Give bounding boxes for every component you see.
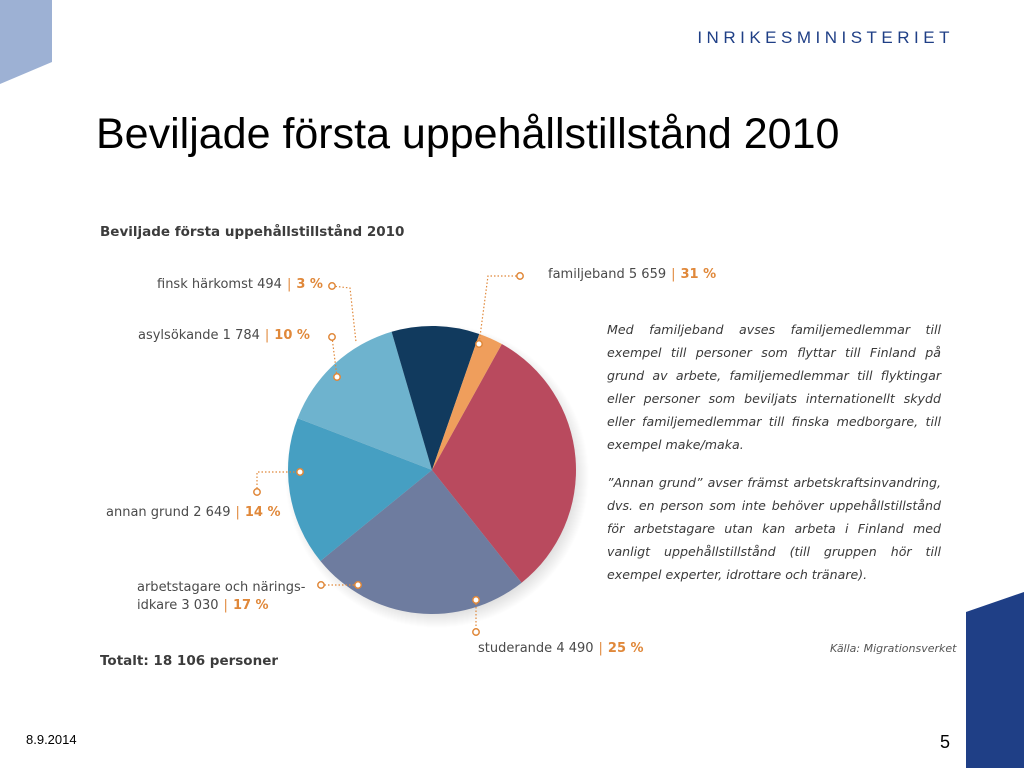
pie-slice-studerande (320, 470, 522, 615)
label-annan-grund: annan grund 2 649 | 14 % (106, 505, 281, 520)
source-note: Källa: Migrationsverket (830, 642, 957, 655)
ministry-logo-text: INRIKESMINISTERIET (697, 28, 954, 47)
label-arbetstagare-percent: 17 % (232, 598, 269, 613)
label-familjeband: familjeband 5 659 | 31 % (548, 267, 717, 282)
label-asylsokande-name: asylsökande (138, 328, 219, 343)
pie-slice-asylsokande (391, 325, 480, 470)
leader-marker-studerande (472, 596, 480, 604)
label-familjeband-percent: 31 % (680, 267, 717, 282)
label-studerande-value: 4 490 (556, 641, 594, 656)
leader-marker-arbetstagare (317, 581, 325, 589)
leader-marker-asylsokande (333, 373, 341, 381)
chart-title: Beviljade första uppehållstillstånd 2010 (100, 224, 405, 240)
corner-decoration (0, 0, 52, 84)
label-familjeband-name: familjeband (548, 267, 625, 282)
label-asylsokande-value: 1 784 (222, 328, 260, 343)
label-arbetstagare-name: idkare (137, 598, 178, 613)
pie-slice-familjeband (432, 344, 577, 583)
chart-notes: Med familjeband avses familjemedlemmar t… (607, 318, 941, 601)
label-arbetstagare-value: 3 030 (181, 598, 219, 613)
page-number: 5 (940, 732, 951, 752)
label-finsk-harkomst-value: 494 (257, 277, 282, 292)
label-studerande: studerande 4 490 | 25 % (478, 641, 644, 656)
leader-marker-familjeband (475, 340, 483, 348)
label-annan-grund-value: 2 649 (193, 505, 231, 520)
leader-marker-finsk-harkomst (328, 282, 336, 290)
label-finsk-harkomst: finsk härkomst 494 | 3 % (157, 277, 323, 292)
leader-marker-studerande (472, 628, 480, 636)
label-asylsokande: asylsökande 1 784 | 10 % (138, 328, 310, 343)
label-arbetstagare-line1: arbetstagare och närings- (137, 580, 306, 595)
pie-slice-annan-grund (297, 331, 432, 470)
leader-marker-annan-grund (296, 468, 304, 476)
pie-slice-arbetstagare (288, 418, 432, 562)
leader-marker-familjeband (516, 272, 524, 280)
label-finsk-harkomst-percent: 3 % (296, 277, 323, 292)
label-asylsokande-percent: 10 % (274, 328, 310, 343)
corner-decoration-bottom (966, 592, 1024, 768)
leader-marker-arbetstagare (354, 581, 362, 589)
label-studerande-name: studerande (478, 641, 553, 656)
page-title: Beviljade första uppehållstillstånd 2010 (96, 110, 840, 158)
leader-line-familjeband (478, 275, 520, 345)
label-arbetstagare: arbetstagare och närings- idkare 3 030 | 1… (137, 580, 306, 613)
pie-slice-finsk-harkomst (432, 333, 502, 470)
leader-line-finsk-harkomst (331, 285, 357, 343)
note-annan-grund: ”Annan grund” avser främst arbetskraftsi… (607, 475, 941, 582)
label-finsk-harkomst-name: finsk härkomst (157, 277, 253, 292)
label-annan-grund-percent: 14 % (244, 505, 281, 520)
note-familjeband: Med familjeband avses familjemedlemmar t… (607, 322, 941, 452)
label-studerande-percent: 25 % (607, 641, 644, 656)
total-label: Totalt: 18 106 personer (100, 653, 279, 669)
leader-marker-annan-grund (253, 488, 261, 496)
label-annan-grund-name: annan grund (106, 505, 190, 520)
label-familjeband-value: 5 659 (628, 267, 667, 282)
footer-date: 8.9.2014 (26, 732, 77, 747)
leader-marker-asylsokande (328, 333, 336, 341)
